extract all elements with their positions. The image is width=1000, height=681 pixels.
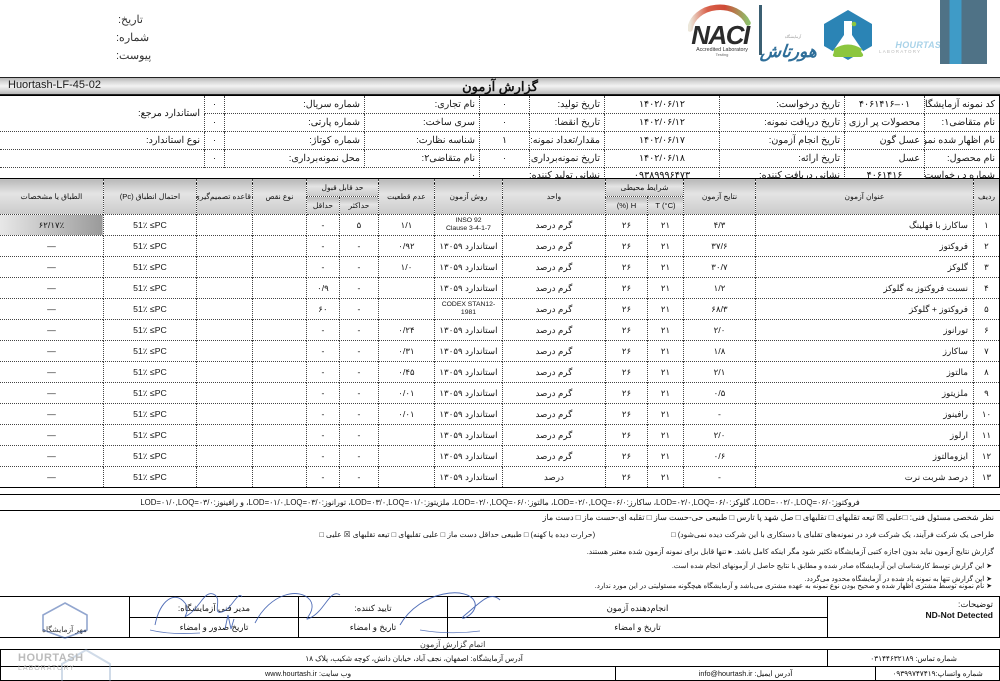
svg-text:Testing: Testing: [716, 52, 729, 57]
svg-text:NACI: NACI: [691, 20, 751, 50]
